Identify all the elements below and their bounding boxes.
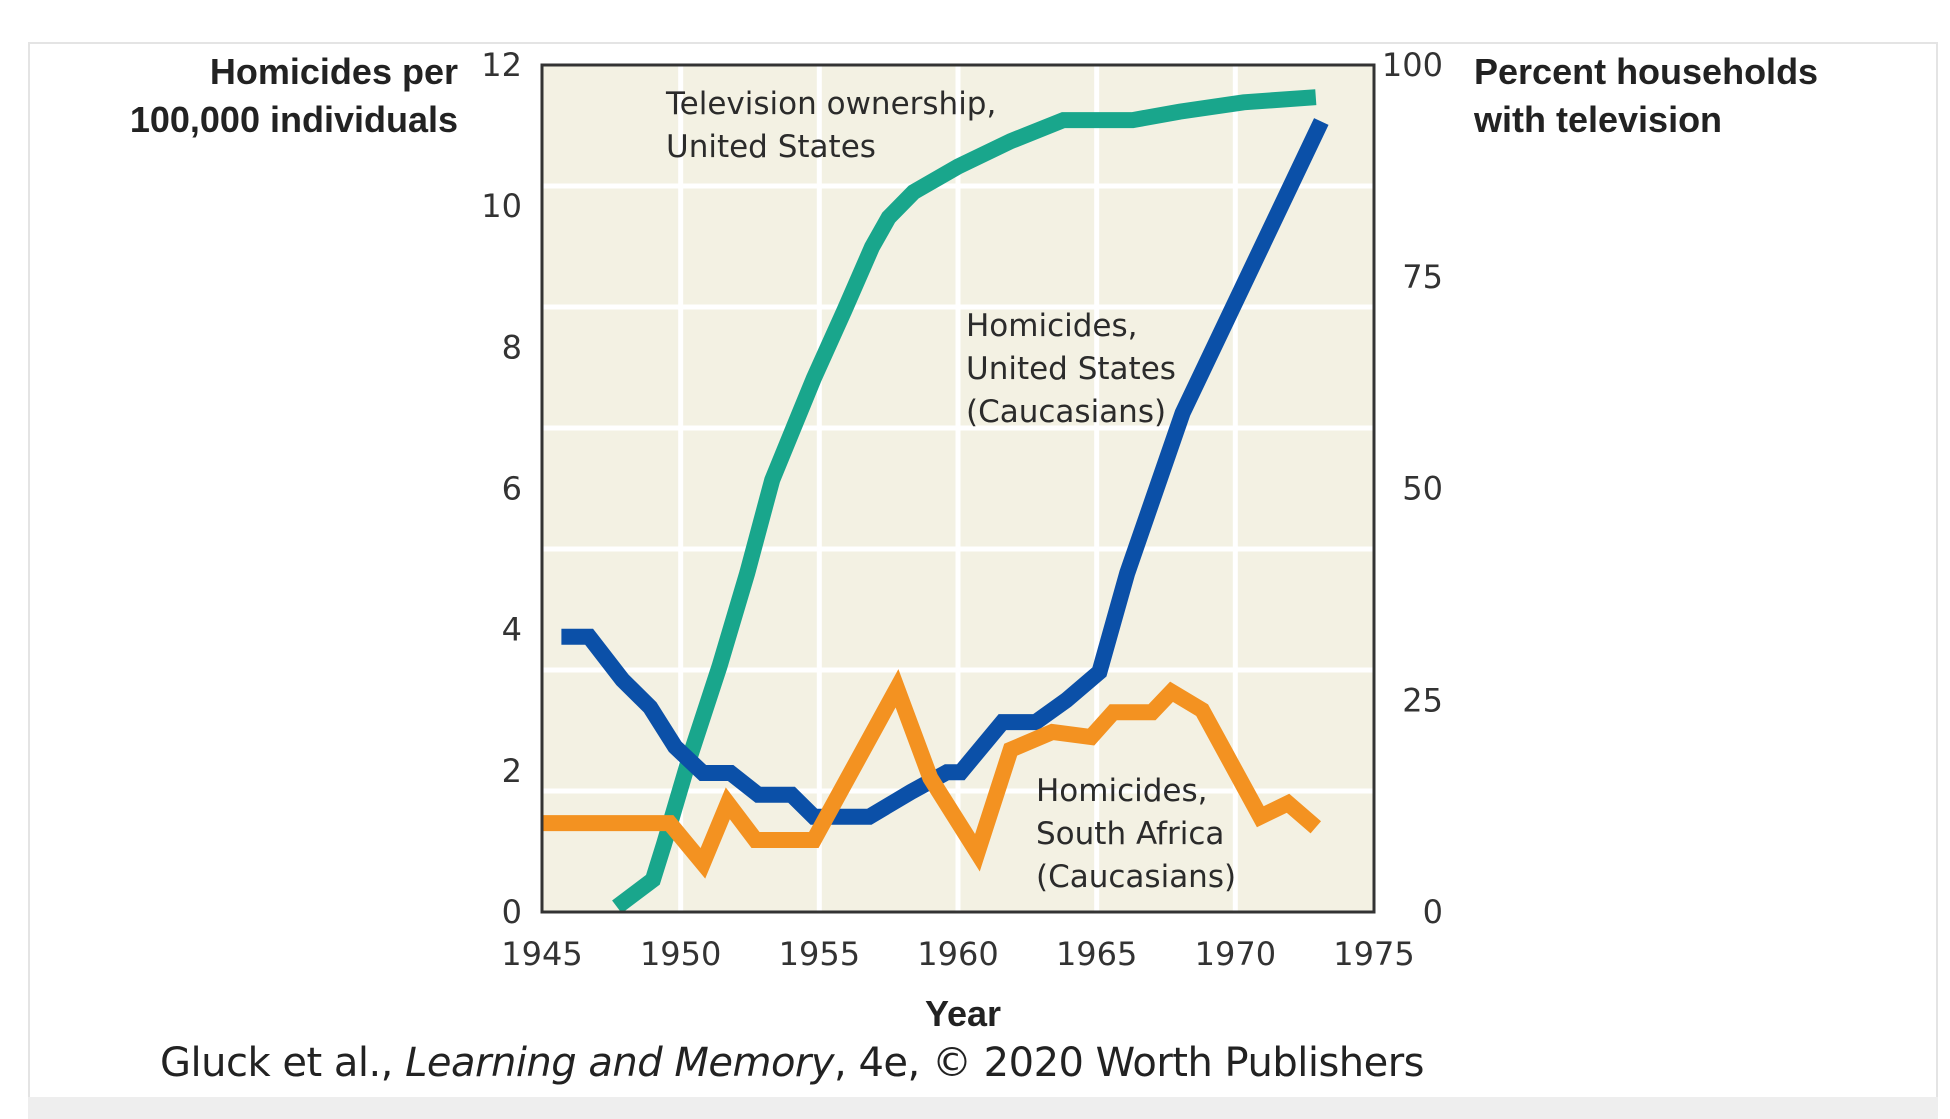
x-tick-label: 1960	[917, 935, 998, 973]
y-ticks-right: 0 25 50 75 100	[1382, 46, 1443, 931]
y-axis-left-title-line2: 100,000 individuals	[130, 99, 458, 140]
y-tick-left-label: 6	[502, 470, 522, 508]
caption-publisher: , 4e, © 2020 Worth Publishers	[834, 1040, 1425, 1086]
series-line-homicides-united-states-caucasians	[561, 118, 1329, 825]
series-layer	[542, 89, 1329, 914]
y-axis-left-title-line1: Homicides per	[210, 51, 458, 92]
y-tick-left-label: 12	[481, 46, 522, 84]
series-line-homicides-south-africa-caucasians	[542, 669, 1322, 879]
us-homicide-label-line1: Homicides,	[966, 308, 1138, 344]
figure-caption: Gluck et al., Learning and Memory, 4e, ©…	[160, 1040, 1425, 1086]
y-axis-right-title-line2: with television	[1473, 99, 1722, 140]
tv-label-line1: Television ownership,	[665, 86, 996, 122]
y-tick-left-label: 10	[481, 187, 522, 225]
x-tick-label: 1970	[1195, 935, 1276, 973]
x-tick-label: 1950	[640, 935, 721, 973]
us-homicide-label-line3: (Caucasians)	[966, 394, 1166, 430]
caption-book-title: Learning and Memory	[405, 1040, 835, 1086]
series-line-television-ownership-united-states	[612, 89, 1317, 914]
y-ticks-left: 0 2 4 6 8 10 12	[481, 46, 522, 931]
sa-homicide-label-line2: South Africa	[1036, 816, 1224, 852]
plot-frame	[540, 63, 1376, 914]
tv-label-line2: United States	[666, 129, 876, 165]
x-tick-label: 1955	[779, 935, 860, 973]
y-tick-left-label: 8	[502, 328, 522, 366]
y-axis-right-title-line1: Percent households	[1474, 51, 1818, 92]
y-tick-right-label: 50	[1402, 470, 1443, 508]
y-tick-right-label: 100	[1382, 46, 1443, 84]
us-homicide-label-line2: United States	[966, 351, 1176, 387]
y-tick-left-label: 2	[502, 752, 522, 790]
x-tick-label: 1965	[1056, 935, 1137, 973]
x-axis-title: Year	[925, 993, 1001, 1034]
y-tick-right-label: 0	[1423, 893, 1443, 931]
sa-homicide-label-line3: (Caucasians)	[1036, 859, 1236, 895]
y-tick-left-label: 0	[502, 893, 522, 931]
footer-band	[28, 1097, 1938, 1119]
caption-authors: Gluck et al.,	[160, 1040, 406, 1086]
x-tick-label: 1945	[501, 935, 582, 973]
y-tick-right-label: 25	[1402, 681, 1443, 719]
y-tick-left-label: 4	[502, 611, 522, 649]
y-tick-right-label: 75	[1402, 258, 1443, 296]
x-tick-label: 1975	[1333, 935, 1414, 973]
sa-homicide-label-line1: Homicides,	[1036, 773, 1208, 809]
x-ticks: 1945 1950 1955 1960 1965 1970 1975	[501, 935, 1414, 973]
